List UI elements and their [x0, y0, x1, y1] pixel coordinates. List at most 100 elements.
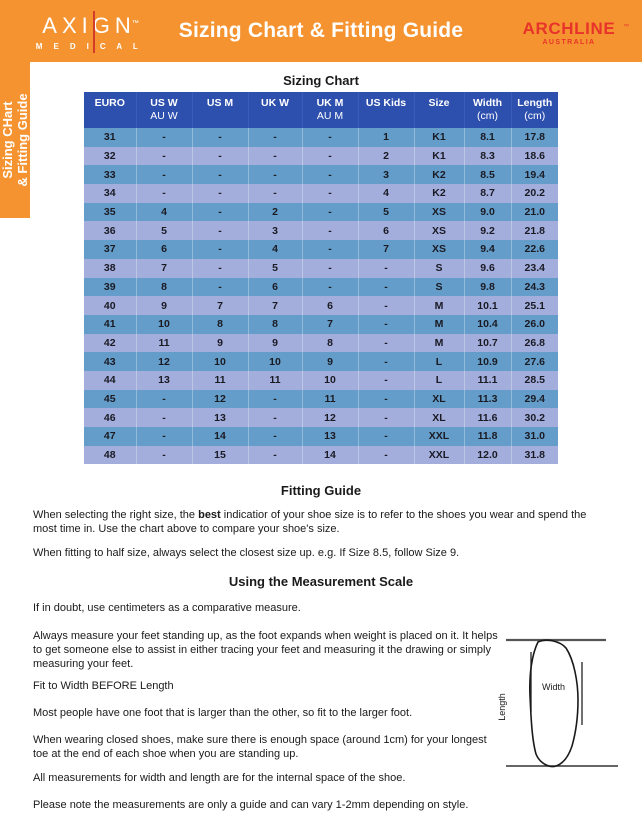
table-cell: 8: [248, 314, 303, 334]
table-cell: 29.4: [511, 389, 558, 409]
table-col-header-euro: EURO: [84, 92, 137, 128]
table-cell: 12: [302, 408, 359, 427]
table-cell: 13: [192, 408, 249, 427]
measurement-scale-heading: Using the Measurement Scale: [228, 574, 414, 589]
table-cell: 27.6: [511, 352, 558, 371]
archline-logo: ARCHLINE ™ AUSTRALIA: [514, 20, 629, 46]
table-row: 42 11 9 9 8- M 10.7 26.8: [84, 333, 558, 353]
table-cell: -: [248, 165, 303, 185]
foot-measurement-diagram: Width Length: [497, 630, 638, 772]
col-header-line1: UK M: [316, 97, 344, 109]
table-cell: -: [358, 427, 415, 446]
table-cell: 25.1: [511, 296, 558, 315]
sizing-chart-heading: Sizing Chart: [283, 73, 359, 88]
table-cell: 31.8: [511, 445, 558, 465]
table-cell: 4: [136, 202, 193, 222]
table-cell: 38: [84, 258, 137, 278]
table-cell: -: [358, 296, 415, 315]
table-cell: 5: [248, 258, 303, 278]
archline-wordmark: ARCHLINE ™: [514, 20, 629, 37]
table-row: 43 12 10 10 9- L 10.9 27.6: [84, 352, 558, 371]
col-header-line1: EURO: [94, 97, 125, 109]
table-row: 47-14-13- XXL 11.8 31.0: [84, 427, 558, 446]
table-cell: -: [192, 258, 249, 278]
table-cell: 13: [302, 427, 359, 446]
table-col-header-uk-w: UK W: [248, 92, 303, 128]
table-cell: 8: [192, 314, 249, 334]
archline-tm: ™: [623, 24, 629, 30]
table-cell: S: [414, 277, 465, 297]
table-cell: 40: [84, 296, 137, 315]
table-cell: 13: [136, 370, 193, 390]
table-cell: 12: [136, 352, 193, 371]
table-cell: 31.0: [511, 427, 558, 446]
table-cell: -: [192, 240, 249, 259]
table-cell: M: [414, 296, 465, 315]
table-cell: 4: [358, 184, 415, 203]
table-cell: 11.6: [464, 408, 512, 427]
table-cell: 11: [136, 333, 193, 353]
table-cell: 2: [248, 202, 303, 222]
table-row: 31- - - -1 K1 8.1 17.8: [84, 128, 558, 147]
table-col-header-length: Length (cm): [511, 92, 558, 128]
col-header-line2: AU M: [316, 109, 344, 122]
table-cell: 14: [192, 427, 249, 446]
table-cell: XL: [414, 389, 465, 409]
table-cell: 6: [136, 240, 193, 259]
table-cell: S: [414, 258, 465, 278]
col-header-line2: (cm): [524, 109, 546, 122]
table-body: 31- - - -1 K1 8.1 17.8 32- - - -2 K1 8.3 18.6 33- - - -3 K…: [84, 128, 558, 465]
measurement-paragraph-4: Most people have one foot that is larger…: [33, 707, 413, 719]
table-cell: -: [358, 445, 415, 465]
table-cell: 22.6: [511, 240, 558, 259]
table-cell: 10.1: [464, 296, 512, 315]
col-header-line1: Width: [472, 97, 503, 109]
table-cell: -: [302, 165, 359, 185]
table-cell: -: [358, 352, 415, 371]
table-cell: 14: [302, 445, 359, 465]
table-row: 32- - - -2 K1 8.3 18.6: [84, 146, 558, 166]
table-cell: K2: [414, 184, 465, 203]
table-cell: 9.0: [464, 202, 512, 222]
measurement-paragraph-7: Please note the measurements are only a …: [33, 799, 469, 811]
table-cell: 18.6: [511, 146, 558, 166]
table-cell: XXL: [414, 427, 465, 446]
table-cell: 6: [302, 296, 359, 315]
table-cell: 10: [302, 370, 359, 390]
table-cell: 8.7: [464, 184, 512, 203]
table-cell: 9.8: [464, 277, 512, 297]
table-cell: -: [192, 128, 249, 147]
table-col-header-us-m: US M: [192, 92, 249, 128]
table-row: 33- - - -3 K2 8.5 19.4: [84, 165, 558, 185]
table-cell: 7: [136, 258, 193, 278]
table-cell: -: [358, 314, 415, 334]
table-cell: 43: [84, 352, 137, 371]
side-tab[interactable]: Sizing CHart & Fitting Guide: [0, 62, 30, 218]
axign-tm: ™: [131, 20, 139, 27]
table-cell: 46: [84, 408, 137, 427]
table-cell: L: [414, 370, 465, 390]
table-cell: 10.7: [464, 333, 512, 353]
foot-outline-path: [529, 639, 579, 768]
table-cell: -: [136, 389, 193, 409]
table-cell: -: [192, 184, 249, 203]
table-col-header-us-kids: US Kids: [358, 92, 415, 128]
table-cell: 42: [84, 333, 137, 353]
table-cell: -: [358, 408, 415, 427]
table-cell: -: [248, 445, 303, 465]
table-cell: -: [302, 277, 359, 297]
col-header-line1: Length: [517, 97, 553, 109]
col-header-line2: (cm): [477, 109, 498, 122]
measurement-paragraph-5: When wearing closed shoes, make sure the…: [33, 734, 487, 760]
archline-subtitle: AUSTRALIA: [542, 39, 596, 46]
table-cell: 48: [84, 445, 137, 465]
table-cell: -: [302, 184, 359, 203]
table-row: 40 9 7 7 6- M 10.1 25.1: [84, 296, 558, 315]
table-cell: 10: [248, 352, 303, 371]
table-cell: 10.4: [464, 314, 512, 334]
table-cell: 8.3: [464, 146, 512, 166]
table-cell: 28.5: [511, 370, 558, 390]
table-cell: 20.2: [511, 184, 558, 203]
col-header-line2: AU W: [150, 109, 178, 122]
